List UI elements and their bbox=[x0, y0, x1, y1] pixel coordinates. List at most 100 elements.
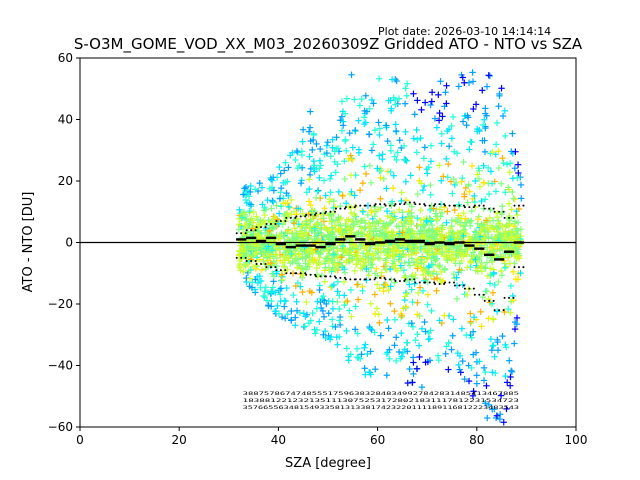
scatter-point bbox=[313, 305, 321, 312]
scatter-point bbox=[504, 379, 511, 386]
scatter-point bbox=[463, 331, 470, 339]
scatter-point bbox=[302, 266, 310, 273]
scatter-point bbox=[472, 177, 479, 185]
scatter-point bbox=[278, 313, 286, 321]
scatter-point bbox=[498, 211, 506, 218]
scatter-point bbox=[476, 183, 484, 190]
scatter-points bbox=[235, 69, 525, 426]
scatter-point bbox=[321, 327, 329, 335]
scatter-point bbox=[481, 196, 489, 203]
scatter-point bbox=[479, 87, 486, 94]
scatter-point bbox=[344, 297, 351, 305]
scatter-point bbox=[431, 115, 439, 122]
scatter-point bbox=[414, 215, 421, 222]
scatter-point bbox=[366, 368, 373, 376]
scatter-point bbox=[394, 149, 401, 156]
chart-title: S-O3M_GOME_VOD_XX_M03_20260309Z Gridded … bbox=[74, 35, 583, 54]
scatter-point bbox=[414, 311, 421, 318]
scatter-point bbox=[247, 266, 254, 274]
scatter-point bbox=[361, 107, 368, 115]
scatter-point bbox=[359, 208, 367, 215]
scatter-point bbox=[338, 98, 346, 105]
scatter-point bbox=[245, 193, 253, 200]
scatter-point bbox=[507, 282, 515, 290]
scatter-point bbox=[442, 89, 449, 96]
scatter-point bbox=[449, 332, 456, 339]
scatter-point bbox=[510, 268, 517, 276]
scatter-point bbox=[413, 365, 421, 372]
scatter-point bbox=[362, 92, 369, 99]
scatter-point bbox=[285, 164, 292, 171]
scatter-point bbox=[490, 316, 497, 323]
scatter-point bbox=[490, 342, 497, 349]
scatter-point bbox=[348, 71, 355, 78]
scatter-point bbox=[469, 69, 476, 76]
scatter-point bbox=[420, 155, 428, 162]
scatter-point bbox=[491, 281, 498, 289]
scatter-point bbox=[499, 332, 506, 340]
scatter-point bbox=[406, 365, 413, 373]
scatter-point bbox=[260, 257, 267, 265]
scatter-point bbox=[393, 267, 401, 275]
scatter-point bbox=[268, 288, 276, 295]
scatter-point bbox=[284, 311, 291, 318]
scatter-point bbox=[468, 364, 475, 372]
scatter-point bbox=[398, 218, 405, 226]
scatter-point bbox=[273, 202, 280, 209]
scatter-point bbox=[377, 167, 385, 174]
scatter-point bbox=[431, 275, 438, 283]
scatter-point bbox=[395, 348, 403, 356]
scatter-point bbox=[259, 201, 266, 208]
scatter-point bbox=[478, 197, 485, 205]
scatter-point bbox=[468, 162, 476, 170]
scatter-point bbox=[274, 302, 281, 310]
scatter-point bbox=[329, 305, 337, 313]
scatter-point bbox=[434, 262, 442, 270]
scatter-point bbox=[507, 367, 515, 374]
scatter-point bbox=[334, 341, 341, 348]
scatter-point bbox=[440, 204, 448, 211]
scatter-point bbox=[459, 174, 466, 182]
scatter-point bbox=[323, 142, 331, 149]
scatter-point bbox=[484, 164, 492, 172]
scatter-point bbox=[258, 184, 266, 191]
scatter-point bbox=[358, 351, 365, 358]
scatter-point bbox=[498, 272, 506, 279]
scatter-point bbox=[321, 205, 328, 212]
scatter-point bbox=[386, 355, 393, 363]
scatter-point bbox=[505, 200, 513, 207]
scatter-point bbox=[341, 110, 349, 117]
scatter-point bbox=[373, 265, 380, 272]
scatter-point bbox=[510, 223, 518, 230]
scatter-point bbox=[508, 368, 516, 375]
scatter-point bbox=[489, 342, 496, 350]
scatter-point bbox=[505, 305, 512, 313]
scatter-point bbox=[329, 323, 336, 330]
scatter-point bbox=[377, 249, 385, 256]
scatter-point bbox=[415, 342, 423, 349]
scatter-point bbox=[276, 210, 283, 217]
scatter-point bbox=[356, 102, 364, 109]
scatter-point bbox=[493, 119, 501, 127]
scatter-point bbox=[433, 274, 441, 282]
scatter-point bbox=[336, 321, 344, 329]
scatter-point bbox=[352, 213, 359, 220]
scatter-point bbox=[410, 354, 417, 361]
scatter-point bbox=[277, 170, 284, 177]
scatter-point bbox=[418, 383, 426, 391]
scatter-point bbox=[335, 188, 342, 196]
scatter-point bbox=[280, 253, 288, 260]
scatter-point bbox=[397, 240, 404, 247]
scatter-point bbox=[392, 127, 400, 135]
scatter-point bbox=[475, 165, 482, 172]
scatter-point bbox=[369, 219, 376, 226]
scatter-point bbox=[260, 292, 267, 300]
scatter-point bbox=[252, 276, 259, 283]
scatter-point bbox=[386, 220, 394, 227]
scatter-point bbox=[496, 92, 503, 100]
scatter-point bbox=[330, 197, 338, 205]
scatter-point bbox=[266, 222, 274, 229]
scatter-point bbox=[449, 113, 457, 121]
scatter-point bbox=[479, 293, 486, 301]
scatter-point bbox=[444, 208, 451, 215]
